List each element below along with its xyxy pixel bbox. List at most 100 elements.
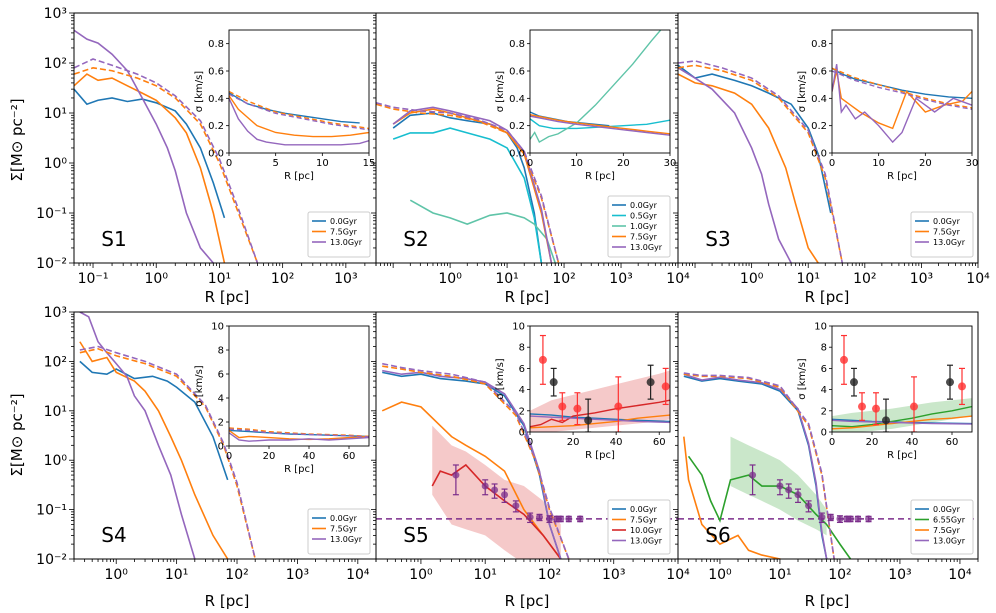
x-tick-label: 10⁴ — [666, 271, 690, 287]
inset-frame — [228, 325, 370, 447]
inset-y-tick-label: 6 — [519, 364, 525, 375]
series-line-7p5Gyr-dashed — [376, 103, 560, 263]
x-tick-label: 10¹ — [797, 271, 820, 287]
inset-y-tick-label: 0.6 — [509, 67, 525, 78]
y-tick-label: 10³ — [44, 305, 67, 321]
inset-series-line-7p5Gyr — [530, 114, 670, 135]
inset-uncertainty-band — [832, 398, 972, 432]
inset-x-tick-label: 40 — [610, 437, 623, 448]
inset-plot-area — [530, 30, 670, 144]
inset-series-line-13p0Gyr-dashed — [229, 428, 369, 438]
inset-y-axis-label: σ [km/s] — [194, 365, 205, 407]
inset-x-tick-label: 10 — [872, 158, 885, 169]
inset-s2: 0 10 20 30 0.0 0.2 0.4 0.6 0.8 R [pc] σ [km/s] — [495, 29, 676, 182]
inset-y-tick-label: 10 — [512, 322, 525, 333]
y-tick-label: 10⁻² — [36, 256, 67, 272]
inset-x-tick-label: 20 — [919, 158, 932, 169]
inset-y-axis-label: σ [km/s] — [495, 358, 506, 400]
inset-x-tick-label: 10 — [570, 158, 583, 169]
inset-x-tick-label: 30 — [966, 158, 979, 169]
inset-y-tick-label: 0.0 — [509, 149, 525, 160]
x-tick-label: 10⁰ — [708, 567, 732, 583]
uncertainty-band — [432, 425, 561, 559]
inset-y-tick-label: 0.0 — [811, 149, 827, 160]
inset-y-tick-label: 8 — [519, 343, 525, 354]
panel-s4: 10⁰ 10¹ 10² 10³ 10⁴ 10⁻² 10⁻¹ 10⁰ 10¹ 10² 10³ S4 0.0… — [36, 305, 377, 583]
plot-area — [79, 312, 256, 559]
inset-y-tick-label: 10 — [211, 322, 224, 333]
inset-background — [229, 30, 369, 153]
inset-y-tick-label: 2 — [821, 406, 827, 417]
panel-label: S5 — [403, 523, 428, 547]
inset-y-tick-label: 0.4 — [208, 94, 224, 105]
inset-series-line-13p0Gyr-dashed — [832, 70, 972, 110]
inset-series-line-0p0Gyr — [832, 67, 972, 100]
inset-y-axis-label: σ [km/s] — [797, 71, 808, 113]
y-axis-label-bottom: Σ[M⊙ pc⁻²] — [8, 393, 26, 476]
series-line-7p5Gyr — [683, 436, 784, 559]
observed-point — [865, 515, 873, 523]
inset-frame — [831, 325, 973, 433]
inset-x-axis-label: R [pc] — [887, 450, 917, 461]
legend-label: 7.5Gyr — [933, 228, 961, 237]
inset-y-tick-label: 6 — [218, 370, 224, 381]
inset-s4: 0 20 40 60 0 2 4 6 8 10 R [pc] σ [km/s] — [194, 322, 370, 475]
y-tick-label: 10³ — [44, 6, 67, 22]
x-tick-label: 10⁴ — [346, 567, 370, 583]
inset-y-tick-label: 0.8 — [811, 39, 827, 50]
observed-point — [794, 491, 802, 499]
legend-label: 0.0Gyr — [330, 217, 358, 226]
x-tick-label: 10¹ — [768, 567, 791, 583]
x-tick-label: 10² — [538, 567, 561, 583]
inset-red-point — [840, 355, 848, 364]
inset-x-tick-label: 60 — [653, 437, 666, 448]
y-tick-label: 10⁰ — [44, 156, 68, 172]
inset-x-tick-label: 0 — [829, 158, 835, 169]
inset-x-tick-label: 0 — [226, 158, 232, 169]
legend-frame — [307, 211, 371, 258]
observed-point — [818, 513, 826, 521]
inset-red-point — [858, 402, 866, 411]
series-line-7p5Gyr-dashed — [382, 365, 570, 559]
legend-label: 1.0Gyr — [630, 222, 658, 231]
inset-x-tick-label: 20 — [263, 451, 276, 462]
inset-series-line-1p0Gyr — [530, 30, 662, 144]
x-tick-label: 10⁻¹ — [78, 271, 109, 287]
inset-y-tick-label: 10 — [814, 322, 827, 333]
series-line-7p5Gyr-dashed — [79, 347, 256, 559]
series-line-13p0Gyr-dashed — [678, 60, 844, 263]
observed-point — [512, 502, 520, 510]
observed-point — [836, 515, 844, 523]
series-line-7p5Gyr-dashed — [74, 67, 259, 263]
observed-point — [776, 482, 784, 490]
inset-series-line-6p55Gyr — [832, 405, 972, 428]
inset-y-tick-label: 0.4 — [811, 94, 827, 105]
observed-point — [452, 471, 460, 479]
x-tick-label: 10⁴ — [948, 567, 972, 583]
y-axis-label-top: Σ[M⊙ pc⁻²] — [8, 98, 26, 181]
x-tick-label: 10¹ — [473, 567, 496, 583]
series-line-6p55Gyr — [687, 455, 852, 559]
observed-point — [557, 515, 565, 523]
x-axis-label-s2: R [pc] — [505, 288, 550, 306]
inset-y-tick-label: 0.6 — [811, 67, 827, 78]
observed-point — [749, 471, 757, 479]
y-tick-label: 10⁰ — [44, 453, 68, 469]
legend-label: 13.0Gyr — [933, 238, 966, 247]
legend-label: 7.5Gyr — [933, 526, 961, 535]
inset-x-tick-label: 60 — [343, 451, 356, 462]
inset-x-axis-label: R [pc] — [284, 464, 314, 475]
inset-x-tick-label: 40 — [303, 451, 316, 462]
x-tick-label: 10³ — [609, 271, 632, 287]
inset-series-line-0p5Gyr — [530, 118, 670, 130]
inset-x-tick-label: 5 — [272, 158, 278, 169]
inset-plot-area — [832, 334, 972, 432]
inset-x-axis-label: R [pc] — [585, 171, 615, 182]
series-line-0p5Gyr — [392, 127, 543, 263]
series-line-13p0Gyr — [678, 67, 792, 263]
series-line-13p0Gyr-dashed — [74, 58, 259, 263]
